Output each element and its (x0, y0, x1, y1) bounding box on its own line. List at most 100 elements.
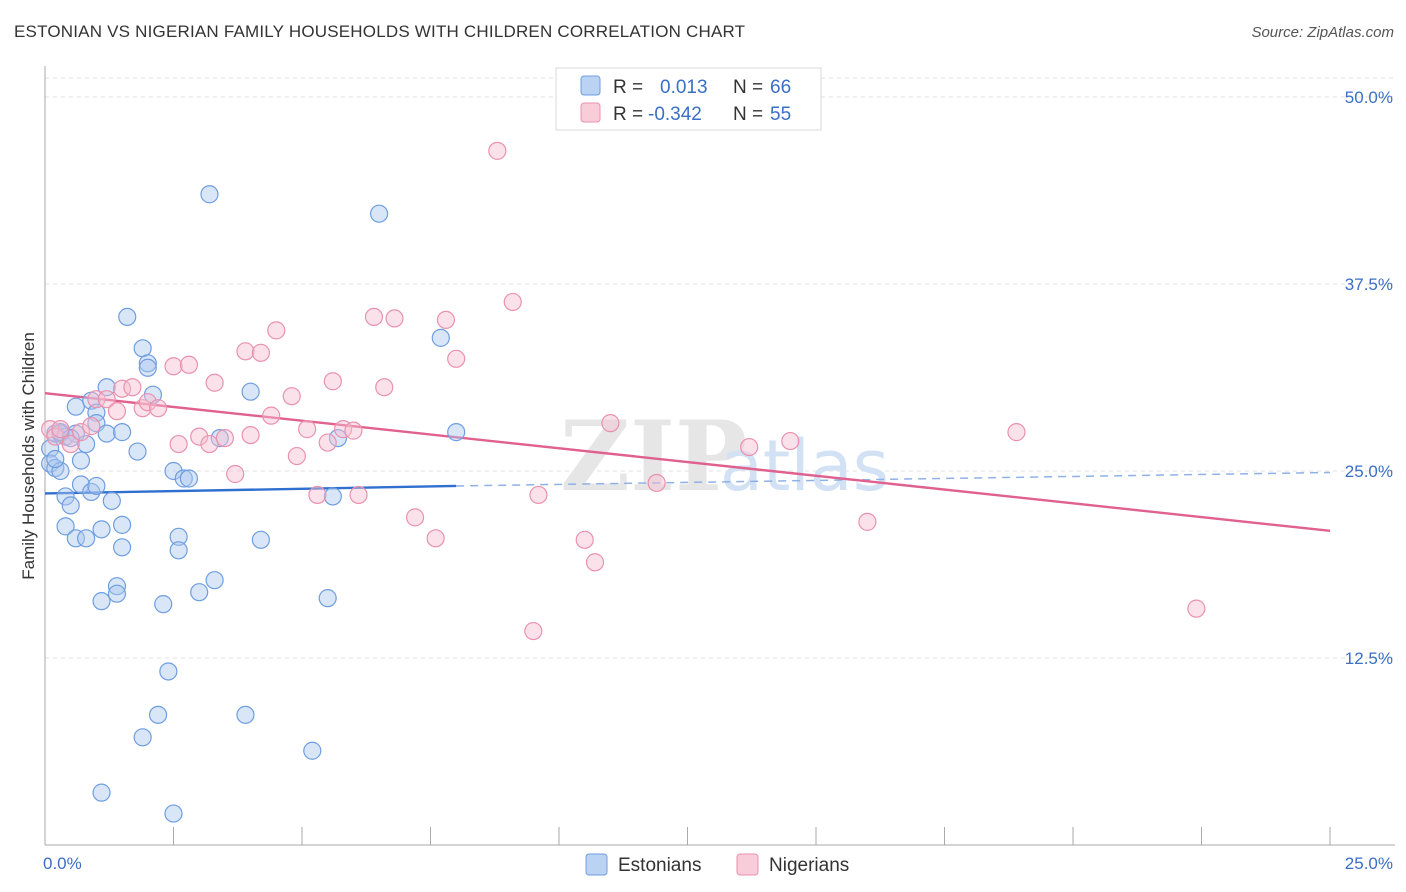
nigerians-point (215, 428, 234, 448)
legend-r-value-1: 0.013 (660, 77, 708, 98)
nigerians-point (205, 373, 224, 392)
estonians-point (77, 529, 96, 548)
nigerians-point (426, 529, 445, 548)
estonians-point (251, 530, 270, 549)
watermark-atlas: atlas (720, 425, 889, 507)
nigerians-point (164, 357, 183, 376)
estonians-point (370, 204, 389, 223)
estonians-trend-line (44, 484, 457, 495)
y-tick-label: 25.0% (1345, 462, 1393, 481)
estonians-point (118, 307, 137, 327)
estonians-point (87, 476, 106, 496)
nigerians-point (585, 553, 605, 572)
nigerians-point (251, 343, 270, 362)
nigerians-point (364, 307, 384, 327)
nigerians-point (575, 530, 594, 549)
estonians-point (61, 496, 80, 515)
estonians-point (323, 487, 342, 506)
estonians-point (92, 592, 111, 611)
nigerians-point (267, 321, 286, 340)
estonians-bottom-swatch (585, 853, 608, 876)
nigerians-point (138, 393, 157, 412)
x-tick-label: 25.0% (1345, 854, 1393, 873)
estonians-point (210, 428, 229, 448)
nigerians-point (298, 420, 317, 439)
nigerians-point (107, 402, 127, 421)
nigerians-point (97, 390, 116, 409)
nigerians-trend-line (44, 392, 1331, 533)
nigerians-point (226, 464, 245, 484)
nigerians-point (287, 446, 306, 466)
estonians-point (169, 541, 188, 560)
estonians-point (46, 449, 65, 469)
nigerians-point (308, 485, 327, 505)
estonians-legend-swatch (580, 75, 601, 96)
legend-n-value-2: 55 (770, 104, 791, 125)
nigerians-point (349, 485, 368, 505)
estonians-point (241, 382, 260, 401)
estonians-point (133, 728, 152, 747)
nigerians-point (1187, 599, 1206, 618)
nigerians-point (82, 417, 101, 436)
estonians-point (174, 469, 193, 488)
estonians-points (41, 185, 466, 823)
estonians-point (169, 527, 188, 546)
nigerians-point (488, 141, 507, 160)
estonians-point (138, 358, 157, 377)
estonians-point (164, 804, 183, 823)
nigerians-point (179, 355, 199, 374)
estonians-point (107, 577, 127, 596)
estonians-point (82, 482, 101, 502)
nigerians-point (262, 406, 281, 425)
nigerians-point (71, 423, 91, 442)
nigerians-point (524, 621, 543, 641)
nigerians-point (133, 399, 152, 418)
legend-r-label-2: R = (613, 104, 643, 125)
estonians-point (107, 584, 127, 603)
bottom-legend-estonians: Estonians (618, 855, 701, 876)
nigerians-point (61, 434, 80, 454)
estonians-point (318, 589, 337, 608)
nigerians-point (529, 485, 548, 505)
y-tick-label: 50.0% (1345, 88, 1393, 107)
estonians-point (66, 529, 85, 548)
nigerians-point (87, 390, 106, 409)
y-tick-label: 37.5% (1345, 275, 1393, 294)
nigerians-point (148, 399, 168, 418)
estonians-point (236, 705, 255, 724)
bottom-legend: Estonians Nigerians (585, 853, 849, 876)
nigerians-point (169, 434, 188, 454)
nigerians-point (858, 512, 877, 531)
nigerians-points (41, 141, 1206, 641)
nigerians-point (123, 378, 142, 397)
estonians-point (159, 662, 178, 681)
nigerians-point (236, 342, 255, 361)
nigerians-point (503, 292, 522, 312)
nigerians-point (51, 420, 70, 439)
nigerians-point (436, 310, 456, 330)
watermark-zip: ZIP (560, 400, 747, 513)
estonians-point (92, 520, 111, 539)
estonians-point (303, 741, 322, 760)
estonians-point (97, 424, 116, 443)
legend-r-value-2: -0.342 (648, 104, 702, 125)
nigerians-legend-swatch (580, 102, 601, 123)
nigerians-bottom-swatch (736, 853, 759, 876)
nigerians-point (375, 378, 394, 397)
legend-n-label-2: N = (733, 104, 763, 125)
y-tick-label: 12.5% (1345, 649, 1393, 668)
estonians-point (148, 705, 168, 724)
nigerians-point (282, 387, 301, 406)
x-tick-label: 0.0% (43, 854, 82, 873)
nigerians-point (190, 427, 209, 446)
y-axis-label: Family Households with Children (19, 332, 38, 580)
estonians-point (164, 461, 183, 481)
estonians-point (328, 428, 348, 448)
nigerians-point (200, 434, 219, 454)
gridlines (45, 77, 1395, 659)
estonians-point (200, 185, 219, 204)
estonians-point (102, 491, 121, 511)
nigerians-point (781, 431, 800, 451)
nigerians-point (344, 421, 363, 440)
